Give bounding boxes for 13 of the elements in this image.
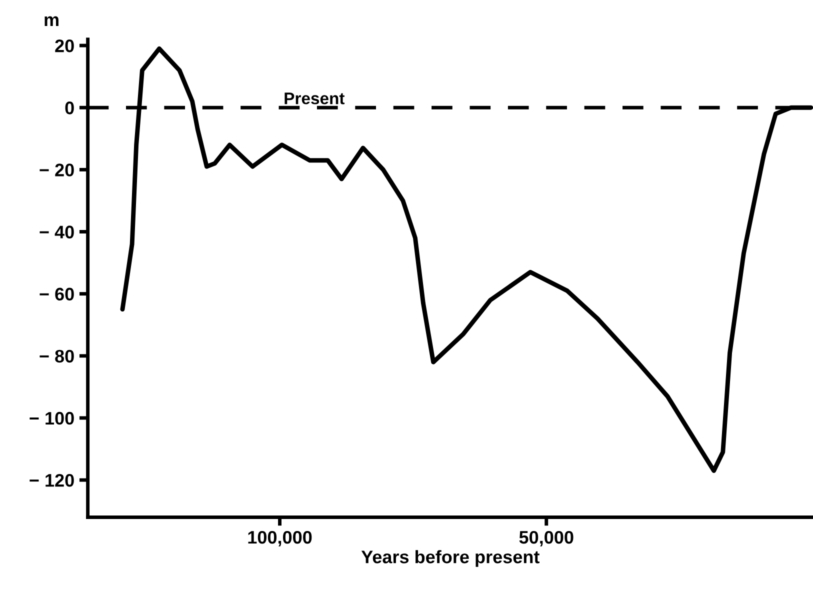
y-tick-label: 0: [65, 102, 74, 114]
y-tick-label: − 80: [40, 350, 74, 363]
y-tick-label: − 120: [30, 474, 74, 487]
y-tick-label: 20: [55, 39, 74, 52]
y-tick-label: − 60: [40, 288, 74, 301]
y-tick-label: − 20: [40, 164, 74, 176]
ref-line-label: Present: [284, 92, 345, 104]
y-axis-title: m: [44, 16, 58, 26]
x-axis-title: Years before present: [361, 550, 540, 567]
x-tick-label: 100,000: [248, 530, 312, 546]
y-tick-label: − 40: [40, 226, 74, 238]
x-tick-label: 50,000: [519, 530, 574, 546]
y-tick-label: − 100: [30, 412, 74, 425]
